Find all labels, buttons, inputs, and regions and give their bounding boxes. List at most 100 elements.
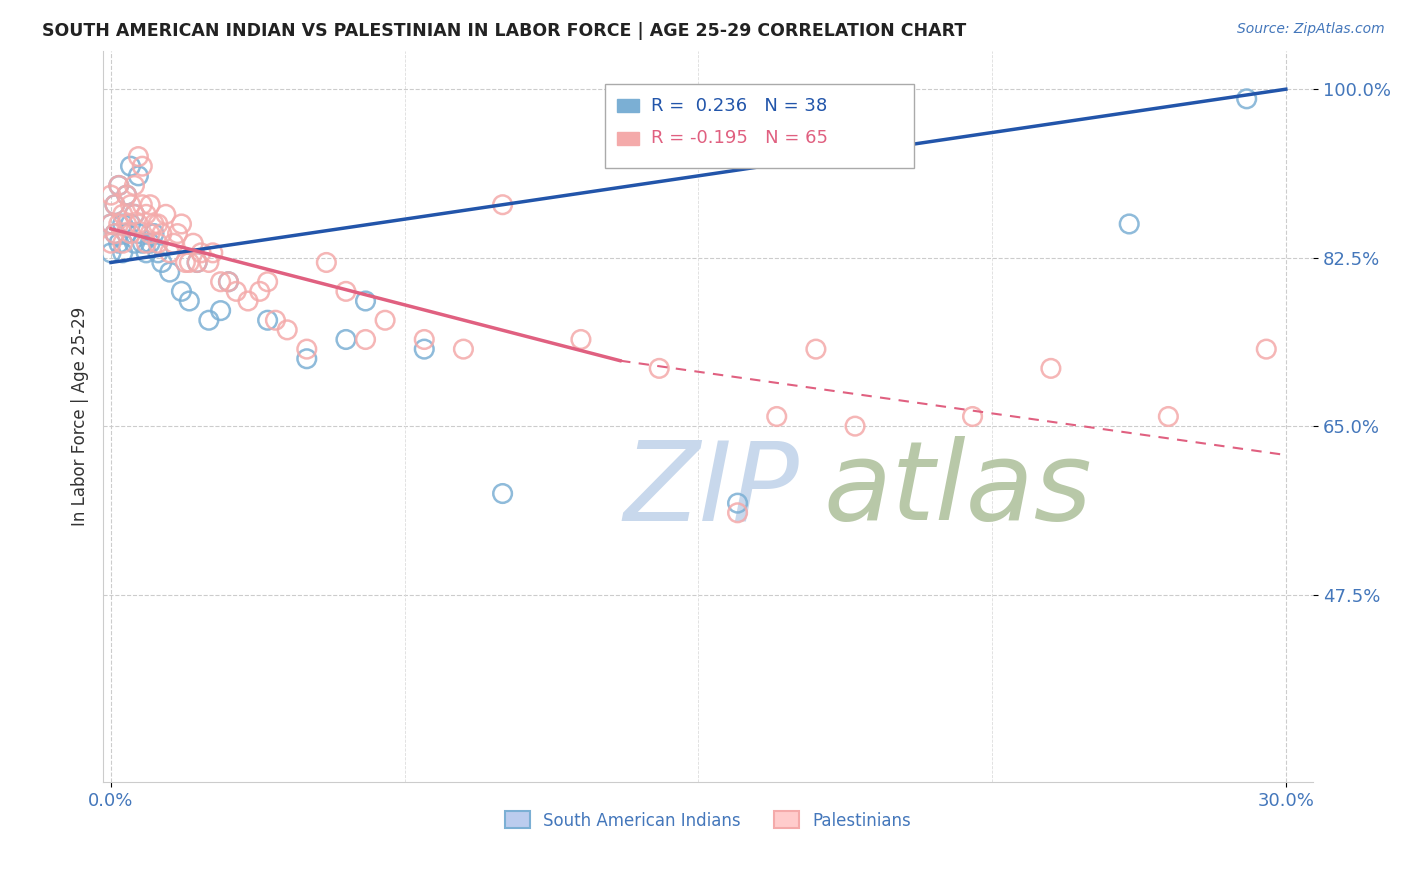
Text: ZIP: ZIP (623, 436, 800, 543)
Point (111, 217, 134, 231)
Point (844, 419, 866, 434)
Legend: South American Indians, Palestinians: South American Indians, Palestinians (498, 805, 918, 836)
Point (150, 255, 173, 269)
Bar (617, 99, 640, 112)
Point (104, 198, 127, 212)
Point (1256, 342, 1278, 356)
Text: SOUTH AMERICAN INDIAN VS PALESTINIAN IN LABOR FORCE | AGE 25-29 CORRELATION CHAR: SOUTH AMERICAN INDIAN VS PALESTINIAN IN … (42, 22, 966, 40)
Point (181, 236, 204, 251)
Text: R = -0.195   N = 65: R = -0.195 N = 65 (651, 129, 828, 147)
Point (179, 255, 201, 269)
Point (413, 342, 436, 356)
Point (962, 409, 984, 424)
Point (217, 275, 239, 289)
Point (225, 285, 247, 299)
Point (335, 285, 357, 299)
Point (256, 275, 278, 289)
Point (354, 333, 377, 347)
Point (174, 255, 197, 269)
Point (111, 245, 134, 260)
Point (159, 245, 181, 260)
Point (115, 217, 138, 231)
Point (100, 217, 122, 231)
Point (453, 342, 475, 356)
Point (100, 188, 122, 202)
Point (249, 285, 271, 299)
Point (648, 361, 671, 376)
Point (264, 313, 287, 327)
Text: Source: ZipAtlas.com: Source: ZipAtlas.com (1237, 22, 1385, 37)
Point (201, 245, 224, 260)
Point (120, 159, 142, 173)
Point (150, 227, 173, 241)
Point (727, 496, 749, 510)
Point (295, 351, 318, 366)
Point (236, 293, 259, 308)
Point (120, 227, 142, 241)
Point (124, 236, 146, 251)
Point (1236, 92, 1258, 106)
FancyBboxPatch shape (606, 84, 914, 168)
Point (135, 207, 157, 221)
Point (186, 255, 208, 269)
Point (131, 198, 153, 212)
Point (104, 227, 127, 241)
Point (295, 342, 318, 356)
Point (135, 245, 157, 260)
Point (111, 236, 134, 251)
Point (179, 293, 201, 308)
Point (190, 245, 212, 260)
Point (491, 486, 513, 500)
Point (131, 236, 153, 251)
Point (104, 227, 127, 241)
Point (166, 227, 188, 241)
Point (354, 293, 377, 308)
Point (159, 265, 181, 279)
Point (111, 207, 134, 221)
Point (100, 236, 122, 251)
Point (186, 255, 208, 269)
Point (727, 506, 749, 520)
Point (115, 188, 138, 202)
Point (107, 178, 129, 193)
Text: R =  0.236   N = 38: R = 0.236 N = 38 (651, 96, 828, 114)
Point (124, 178, 146, 193)
Point (143, 227, 166, 241)
Point (127, 227, 149, 241)
Point (146, 245, 169, 260)
Point (146, 236, 169, 251)
Point (127, 217, 149, 231)
Point (374, 313, 396, 327)
Point (170, 285, 193, 299)
Point (107, 217, 129, 231)
Point (209, 303, 232, 318)
Point (139, 198, 162, 212)
Point (1118, 217, 1140, 231)
Point (124, 207, 146, 221)
Point (143, 217, 166, 231)
Point (115, 188, 138, 202)
Point (217, 275, 239, 289)
Point (276, 323, 298, 337)
Point (139, 227, 162, 241)
Point (256, 313, 278, 327)
Point (120, 198, 142, 212)
Point (107, 236, 129, 251)
Point (198, 313, 221, 327)
Y-axis label: In Labor Force | Age 25-29: In Labor Force | Age 25-29 (72, 307, 89, 526)
Point (170, 217, 193, 231)
Point (335, 333, 357, 347)
Point (1157, 409, 1180, 424)
Point (127, 169, 149, 183)
Point (115, 227, 138, 241)
Point (804, 342, 827, 356)
Point (100, 217, 122, 231)
Point (569, 333, 592, 347)
Point (209, 275, 232, 289)
Point (100, 245, 122, 260)
Text: atlas: atlas (823, 436, 1092, 543)
Point (162, 236, 184, 251)
Point (104, 198, 127, 212)
Point (120, 217, 142, 231)
Point (315, 255, 337, 269)
